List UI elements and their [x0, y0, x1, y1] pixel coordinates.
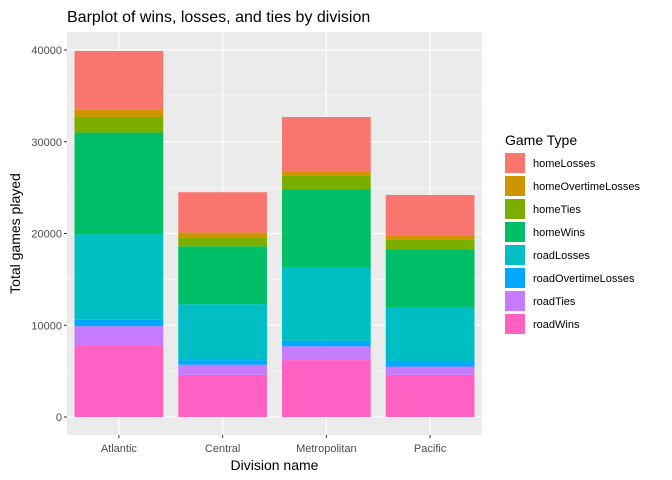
- bar-segment-homeWins: [178, 246, 267, 305]
- bar-segment-homeTies: [385, 239, 475, 250]
- bar-segment-homeTies: [282, 175, 371, 190]
- bar-segment-roadTies: [282, 346, 371, 361]
- bar-segment-homeWins: [74, 132, 164, 235]
- legend: Game Type homeLosses homeOvertimeLosses ho…: [505, 132, 640, 334]
- bar-segment-roadWins: [74, 345, 164, 417]
- legend-label: homeWins: [533, 227, 585, 239]
- legend-label: homeLosses: [533, 158, 596, 170]
- bar-segment-roadWins: [178, 374, 267, 417]
- bar-segment-roadWins: [282, 360, 371, 417]
- x-tick-label: Central: [205, 443, 240, 455]
- bar-segment-homeTies: [178, 237, 267, 247]
- x-tick-label: Metropolitan: [296, 443, 357, 455]
- bar-segment-homeLosses: [282, 116, 371, 172]
- legend-label: roadLosses: [533, 250, 590, 262]
- bar-segment-roadOvertimeLosses: [74, 319, 164, 327]
- legend-swatch-homeOvertimeLosses: [505, 176, 525, 196]
- bar-segment-roadTies: [178, 364, 267, 375]
- bar-segment-roadTies: [385, 366, 475, 375]
- legend-label: roadTies: [533, 296, 576, 308]
- bar-segment-homeWins: [385, 249, 475, 307]
- legend-swatch-roadWins: [505, 314, 525, 334]
- legend-label: roadOvertimeLosses: [533, 273, 635, 285]
- bar-segment-homeTies: [74, 116, 164, 133]
- bar-segment-roadOvertimeLosses: [385, 361, 475, 367]
- bar-segment-roadOvertimeLosses: [282, 340, 371, 347]
- y-tick-label: 20000: [31, 229, 62, 241]
- y-tick-label: 40000: [31, 45, 62, 57]
- x-axis-title: Division name: [231, 457, 319, 473]
- bar-segment-roadLosses: [178, 304, 267, 361]
- bar-segment-roadTies: [74, 326, 164, 346]
- legend-label: homeOvertimeLosses: [533, 181, 640, 193]
- bar-segment-roadLosses: [385, 306, 475, 362]
- y-axis-title: Total games played: [7, 173, 23, 294]
- chart-title: Barplot of wins, losses, and ties by div…: [67, 9, 370, 26]
- bar-segment-roadOvertimeLosses: [178, 360, 267, 365]
- y-axis: 0 10000 20000 30000 40000: [31, 45, 67, 424]
- bars: [74, 50, 475, 417]
- bar-segment-homeLosses: [178, 192, 267, 233]
- bar-segment-roadWins: [385, 374, 475, 417]
- bar-segment-homeWins: [282, 189, 371, 268]
- legend-swatch-homeTies: [505, 199, 525, 219]
- bar-segment-roadLosses: [282, 267, 371, 341]
- legend-swatch-roadTies: [505, 291, 525, 311]
- bar-segment-homeLosses: [74, 50, 164, 110]
- legend-title: Game Type: [505, 132, 577, 148]
- legend-swatch-roadOvertimeLosses: [505, 268, 525, 288]
- x-tick-label: Pacific: [414, 443, 447, 455]
- legend-swatch-homeLosses: [505, 153, 525, 173]
- legend-swatch-roadLosses: [505, 245, 525, 265]
- bar-segment-roadLosses: [74, 234, 164, 320]
- bar-segment-homeOvertimeLosses: [74, 109, 164, 117]
- x-tick-label: Atlantic: [101, 443, 138, 455]
- bar-segment-homeLosses: [385, 194, 475, 236]
- y-tick-label: 30000: [31, 137, 62, 149]
- legend-swatch-homeWins: [505, 222, 525, 242]
- bar-segment-homeOvertimeLosses: [282, 171, 371, 176]
- bar-segment-homeOvertimeLosses: [385, 235, 475, 240]
- legend-label: roadWins: [533, 319, 580, 331]
- legend-label: homeTies: [533, 204, 581, 216]
- y-tick-label: 0: [56, 412, 62, 424]
- y-tick-label: 10000: [31, 320, 62, 332]
- bar-segment-homeOvertimeLosses: [178, 232, 267, 238]
- x-axis: Atlantic Central Metropolitan Pacific: [101, 435, 447, 455]
